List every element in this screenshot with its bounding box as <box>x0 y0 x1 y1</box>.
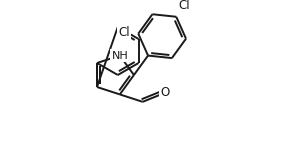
Text: NH: NH <box>111 51 128 61</box>
Text: Cl: Cl <box>118 26 130 39</box>
Text: O: O <box>160 86 170 99</box>
Text: Cl: Cl <box>179 0 190 12</box>
